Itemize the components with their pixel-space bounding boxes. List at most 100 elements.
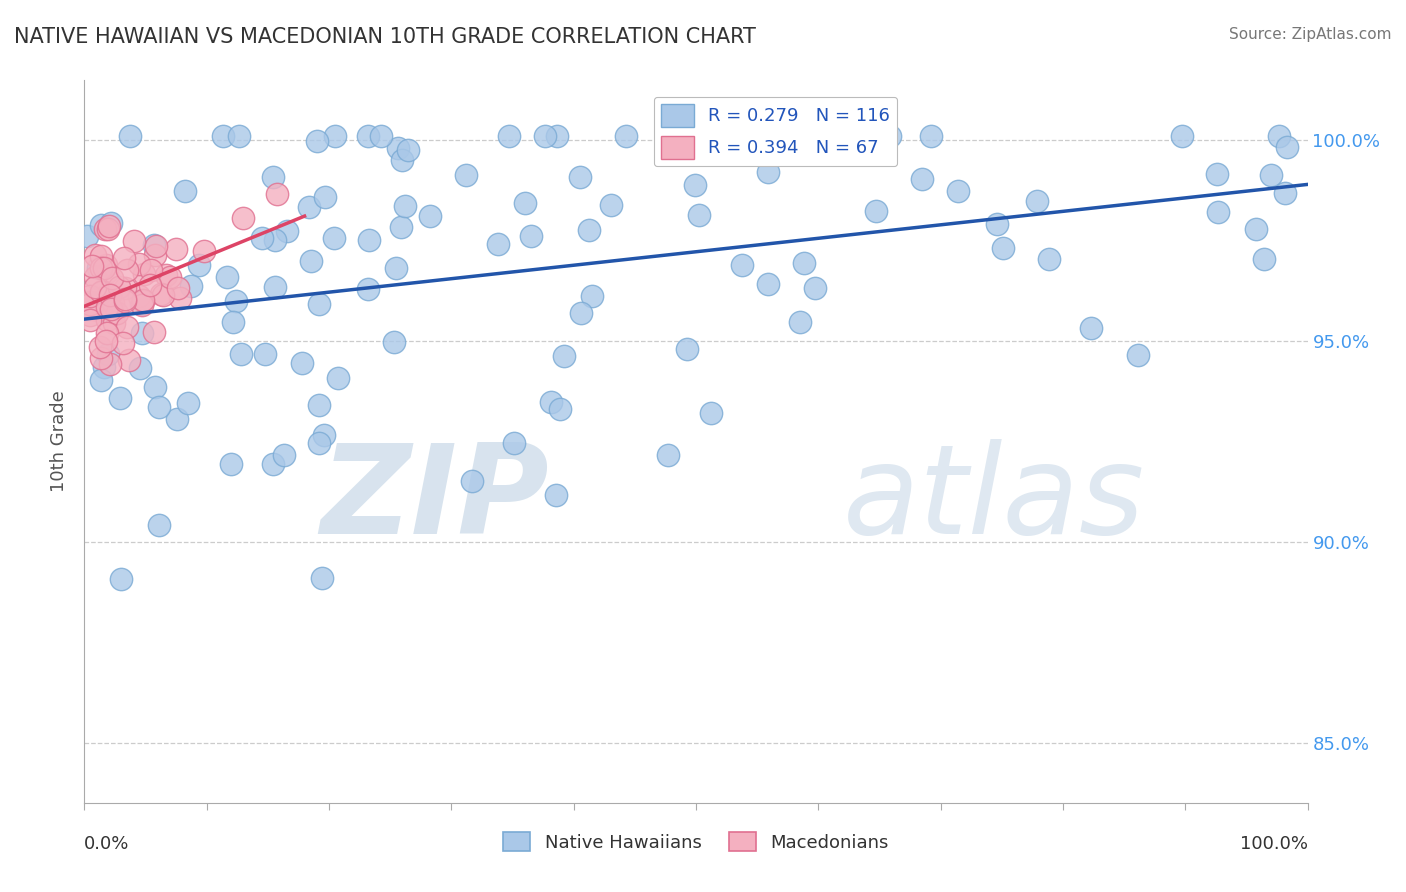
Point: [396, 143, 419, 157]
Point: [326, 371, 349, 385]
Point: [323, 129, 346, 144]
Point: [695, 129, 717, 144]
Point: [225, 293, 247, 308]
Point: [299, 254, 322, 268]
Text: atlas: atlas: [842, 439, 1144, 560]
Point: [100, 216, 122, 230]
Point: [756, 277, 779, 292]
Point: [96, 334, 118, 349]
Point: [756, 164, 779, 178]
Point: [370, 129, 392, 144]
Point: [553, 349, 575, 363]
Point: [82, 294, 104, 309]
Point: [155, 268, 177, 283]
Point: [520, 228, 543, 243]
Point: [454, 168, 477, 182]
Point: [97, 219, 120, 234]
Point: [96, 326, 118, 340]
Point: [307, 135, 329, 149]
Point: [128, 360, 150, 375]
Point: [263, 233, 285, 247]
Point: [273, 448, 295, 462]
Point: [986, 217, 1008, 231]
Point: [486, 237, 509, 252]
Point: [89, 340, 111, 354]
Point: [1260, 169, 1282, 183]
Point: [1126, 348, 1149, 362]
Point: [79, 294, 101, 309]
Point: [90, 260, 112, 275]
Point: [141, 263, 163, 277]
Point: [676, 343, 699, 357]
Point: [793, 256, 815, 270]
Point: [314, 189, 336, 203]
Point: [98, 288, 121, 302]
Point: [357, 282, 380, 296]
Point: [174, 184, 197, 198]
Point: [1025, 194, 1047, 208]
Point: [1038, 252, 1060, 266]
Text: 100.0%: 100.0%: [1240, 835, 1308, 853]
Point: [90, 285, 112, 299]
Point: [297, 201, 319, 215]
Point: [221, 315, 243, 329]
Point: [98, 357, 121, 371]
Point: [569, 306, 592, 320]
Point: [79, 289, 101, 303]
Point: [90, 351, 112, 366]
Point: [215, 269, 238, 284]
Point: [105, 306, 128, 320]
Point: [100, 301, 122, 316]
Point: [254, 347, 277, 361]
Point: [118, 129, 141, 144]
Point: [76, 228, 98, 243]
Point: [93, 261, 115, 276]
Point: [149, 287, 172, 301]
Point: [921, 129, 943, 144]
Point: [83, 270, 105, 285]
Point: [229, 346, 252, 360]
Point: [131, 298, 153, 312]
Point: [544, 487, 567, 501]
Point: [856, 129, 879, 144]
Point: [419, 210, 441, 224]
Point: [614, 129, 637, 144]
Point: [879, 129, 901, 144]
Point: [90, 373, 112, 387]
Point: [461, 474, 484, 488]
Point: [138, 277, 160, 292]
Point: [308, 398, 330, 412]
Text: ZIP: ZIP: [321, 439, 550, 560]
Point: [143, 325, 166, 339]
Text: 0.0%: 0.0%: [84, 835, 129, 853]
Point: [97, 285, 120, 300]
Point: [394, 199, 416, 213]
Point: [688, 208, 710, 222]
Point: [97, 222, 120, 236]
Point: [80, 259, 103, 273]
Point: [114, 281, 136, 295]
Point: [581, 289, 603, 303]
Point: [1205, 167, 1227, 181]
Point: [250, 231, 273, 245]
Point: [143, 380, 166, 394]
Point: [110, 572, 132, 586]
Point: [152, 287, 174, 301]
Point: [219, 457, 242, 471]
Point: [132, 294, 155, 309]
Point: [132, 267, 155, 281]
Point: [96, 258, 118, 272]
Point: [128, 257, 150, 271]
Point: [79, 296, 101, 310]
Point: [86, 303, 108, 318]
Legend: Native Hawaiians, Macedonians: Native Hawaiians, Macedonians: [496, 825, 896, 859]
Point: [103, 316, 125, 330]
Point: [96, 300, 118, 314]
Point: [83, 248, 105, 262]
Point: [90, 249, 112, 263]
Point: [276, 224, 298, 238]
Point: [101, 271, 124, 285]
Point: [262, 170, 284, 185]
Point: [145, 238, 167, 252]
Point: [114, 293, 136, 307]
